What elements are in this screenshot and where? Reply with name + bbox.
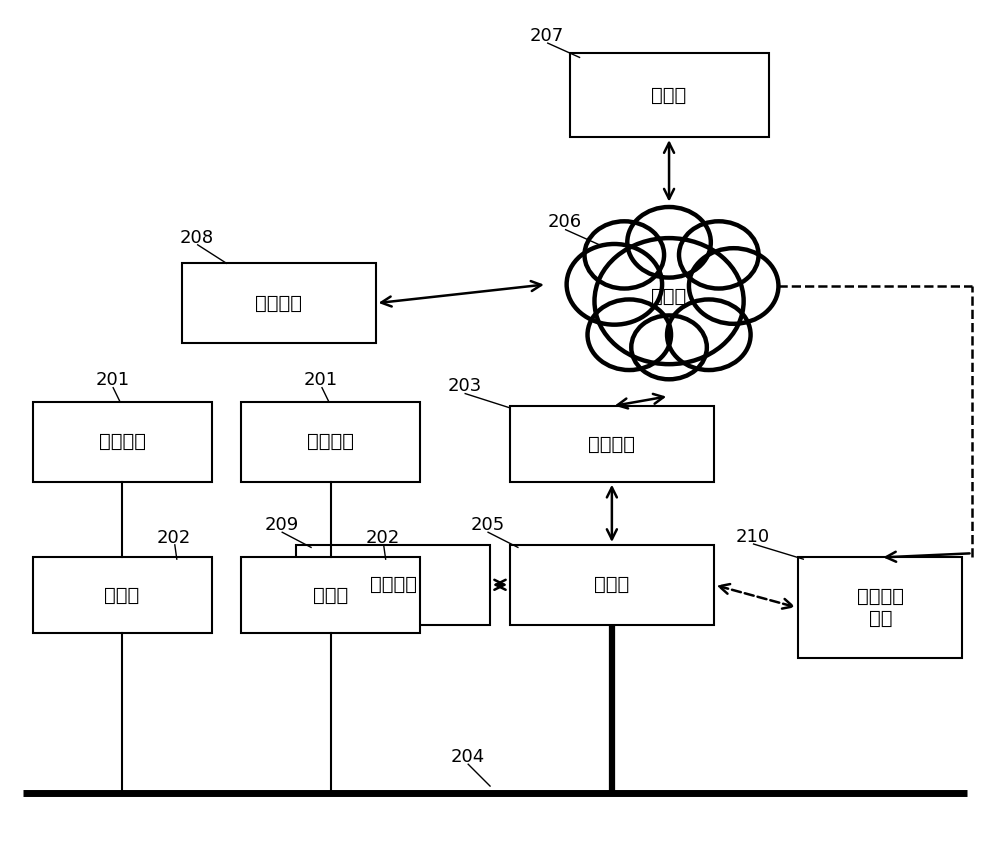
Circle shape [667, 299, 751, 370]
FancyBboxPatch shape [241, 558, 420, 633]
Circle shape [588, 299, 671, 370]
FancyBboxPatch shape [182, 263, 376, 343]
Text: 逆变器: 逆变器 [313, 585, 349, 605]
Text: 206: 206 [548, 213, 582, 231]
Circle shape [627, 207, 711, 277]
Circle shape [585, 222, 664, 288]
FancyBboxPatch shape [510, 406, 714, 482]
Text: 203: 203 [447, 377, 482, 395]
Text: 205: 205 [470, 516, 504, 534]
Circle shape [689, 248, 778, 324]
FancyBboxPatch shape [241, 402, 420, 482]
Text: 监控终端: 监控终端 [255, 294, 302, 313]
FancyBboxPatch shape [570, 53, 769, 137]
Text: 204: 204 [450, 748, 485, 766]
Circle shape [631, 316, 707, 379]
Text: 208: 208 [180, 228, 214, 246]
FancyBboxPatch shape [296, 545, 490, 624]
Text: 网口设备: 网口设备 [588, 435, 635, 453]
Text: 202: 202 [157, 529, 191, 547]
Text: 直流电源: 直流电源 [99, 432, 146, 452]
Text: 本地电脑: 本地电脑 [370, 575, 417, 594]
Text: 207: 207 [530, 27, 564, 45]
FancyBboxPatch shape [510, 545, 714, 624]
Text: 移动应用
设备: 移动应用 设备 [857, 587, 904, 629]
Text: 209: 209 [264, 516, 299, 534]
Circle shape [594, 238, 744, 364]
Text: 逆变器: 逆变器 [104, 585, 140, 605]
FancyBboxPatch shape [798, 558, 962, 658]
Text: 201: 201 [95, 371, 129, 389]
Text: 数据库: 数据库 [651, 85, 687, 105]
Text: 202: 202 [366, 529, 400, 547]
Circle shape [679, 222, 759, 288]
FancyBboxPatch shape [33, 558, 212, 633]
Text: 201: 201 [304, 371, 338, 389]
FancyBboxPatch shape [33, 402, 212, 482]
Text: 通信器: 通信器 [594, 575, 630, 594]
Text: 互联网: 互联网 [651, 288, 687, 306]
Text: 210: 210 [736, 528, 770, 546]
Circle shape [567, 244, 662, 325]
Text: 直流电源: 直流电源 [307, 432, 354, 452]
